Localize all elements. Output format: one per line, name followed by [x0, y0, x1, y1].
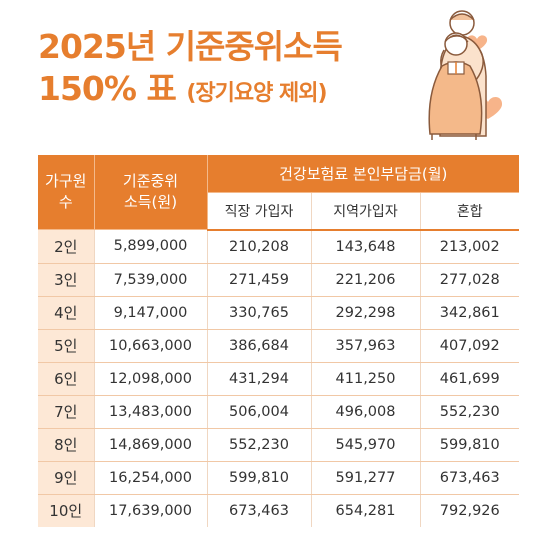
cell-household: 10인 [38, 494, 94, 527]
cell-workplace: 330,765 [206, 296, 311, 330]
subheader-mixed: 혼합 [419, 192, 520, 231]
cell-mixed: 461,699 [419, 362, 520, 396]
header-median-income: 기준중위 소득(원) [94, 155, 208, 230]
cell-income: 7,539,000 [93, 263, 207, 297]
cell-household: 7인 [38, 395, 94, 429]
cell-regional: 411,250 [310, 362, 420, 396]
cell-regional: 591,277 [310, 461, 420, 495]
cell-workplace: 271,459 [206, 263, 311, 297]
cell-income: 5,899,000 [93, 229, 207, 264]
table-row: 5인 10,663,000 386,684 357,963 407,092 [38, 329, 520, 363]
cell-regional: 143,648 [310, 229, 420, 264]
table-row: 3인 7,539,000 271,459 221,206 277,028 [38, 263, 520, 297]
cell-household: 8인 [38, 428, 94, 462]
table-row: 6인 12,098,000 431,294 411,250 461,699 [38, 362, 520, 396]
cell-income: 9,147,000 [93, 296, 207, 330]
table-row: 2인 5,899,000 210,208 143,648 213,002 [38, 229, 520, 264]
page-title: 2025년 기준중위소득 [38, 27, 343, 66]
table-row: 4인 9,147,000 330,765 292,298 342,861 [38, 296, 520, 330]
subtitle-main: 150% 표 [38, 69, 177, 108]
cell-household: 9인 [38, 461, 94, 495]
cell-workplace: 386,684 [206, 329, 311, 363]
header-premium-group: 건강보험료 본인부담금(월) [207, 155, 520, 193]
subtitle-note: (장기요양 제외) [186, 81, 327, 106]
cell-regional: 221,206 [310, 263, 420, 297]
cell-income: 12,098,000 [93, 362, 207, 396]
cell-household: 4인 [38, 296, 94, 330]
cell-mixed: 673,463 [419, 461, 520, 495]
cell-household: 2인 [38, 229, 94, 264]
cell-mixed: 552,230 [419, 395, 520, 429]
page-subtitle: 150% 표 (장기요양 제외) [38, 62, 328, 110]
elderly-couple-illustration [428, 10, 503, 140]
cell-workplace: 210,208 [206, 229, 311, 264]
cell-mixed: 599,810 [419, 428, 520, 462]
cell-regional: 654,281 [310, 494, 420, 527]
cell-income: 17,639,000 [93, 494, 207, 527]
table-row: 7인 13,483,000 506,004 496,008 552,230 [38, 395, 520, 429]
cell-mixed: 792,926 [419, 494, 520, 527]
table-row: 8인 14,869,000 552,230 545,970 599,810 [38, 428, 520, 462]
cell-income: 16,254,000 [93, 461, 207, 495]
cell-household: 5인 [38, 329, 94, 363]
cell-regional: 357,963 [310, 329, 420, 363]
cell-workplace: 431,294 [206, 362, 311, 396]
cell-regional: 496,008 [310, 395, 420, 429]
cell-regional: 545,970 [310, 428, 420, 462]
subheader-workplace: 직장 가입자 [206, 192, 311, 231]
cell-income: 13,483,000 [93, 395, 207, 429]
cell-workplace: 673,463 [206, 494, 311, 527]
cell-workplace: 552,230 [206, 428, 311, 462]
cell-workplace: 506,004 [206, 395, 311, 429]
cell-workplace: 599,810 [206, 461, 311, 495]
table-row: 9인 16,254,000 599,810 591,277 673,463 [38, 461, 520, 495]
cell-income: 10,663,000 [93, 329, 207, 363]
cell-mixed: 407,092 [419, 329, 520, 363]
cell-regional: 292,298 [310, 296, 420, 330]
cell-mixed: 342,861 [419, 296, 520, 330]
subheader-regional: 지역가입자 [310, 192, 420, 231]
income-premium-table: 가구원 수 기준중위 소득(원) 건강보험료 본인부담금(월) 직장 가입자 지… [38, 155, 520, 527]
cell-mixed: 213,002 [419, 229, 520, 264]
cell-income: 14,869,000 [93, 428, 207, 462]
header-household-size: 가구원 수 [38, 155, 95, 230]
cell-mixed: 277,028 [419, 263, 520, 297]
cell-household: 6인 [38, 362, 94, 396]
woman-head [444, 32, 468, 56]
table-row: 10인 17,639,000 673,463 654,281 792,926 [38, 494, 520, 527]
cell-household: 3인 [38, 263, 94, 297]
